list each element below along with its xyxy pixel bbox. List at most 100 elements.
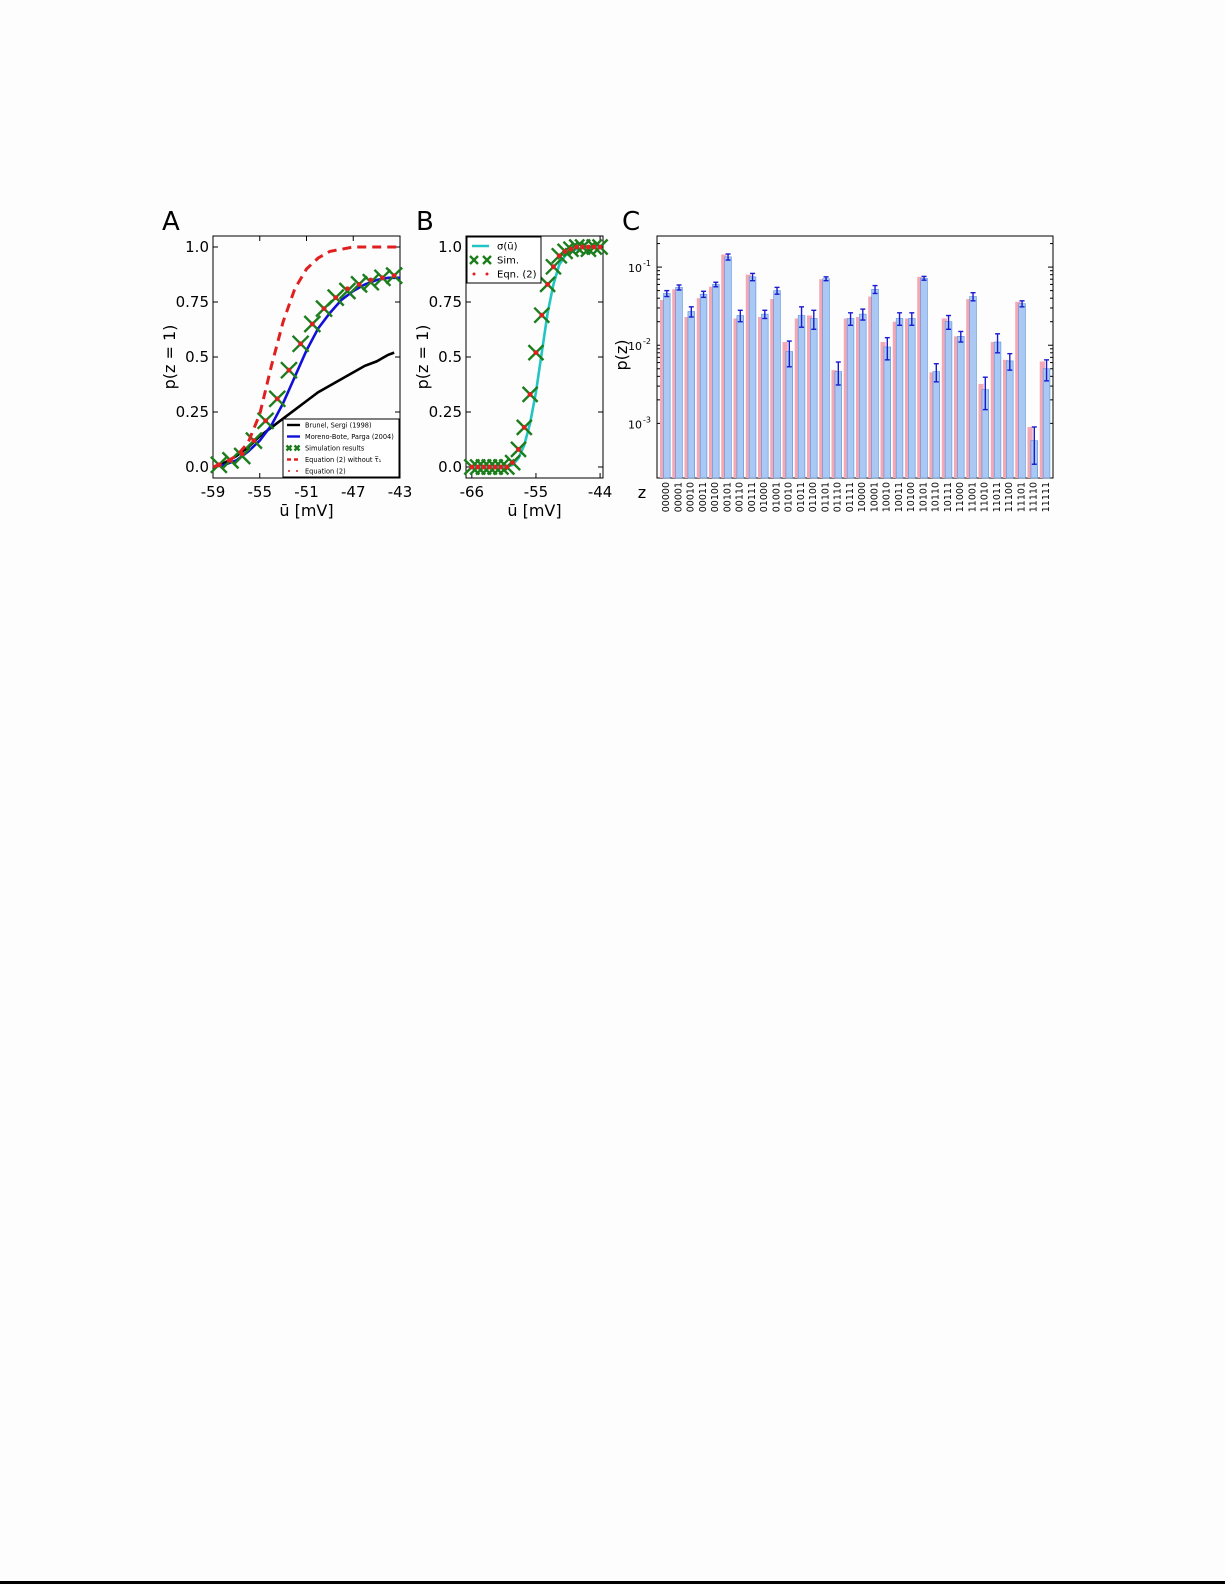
- y-tick-label: 10: [628, 340, 642, 353]
- x-tick-label: -55: [248, 483, 273, 501]
- data-point-eqn: [498, 464, 504, 470]
- data-point-eqn: [356, 282, 362, 287]
- bar-pink: [819, 279, 825, 478]
- bar-pink: [672, 289, 678, 478]
- y-tick-label: 0.25: [429, 403, 462, 421]
- bar-pink: [929, 372, 935, 478]
- data-point-eqn: [580, 244, 585, 250]
- data-point-eqn: [591, 244, 597, 250]
- bar-pink: [990, 342, 996, 478]
- y-tick-exponent: -1: [643, 259, 651, 268]
- bar-pink: [856, 316, 862, 478]
- x-tick-label: 00011: [698, 482, 709, 512]
- x-tick-label: 11001: [967, 482, 978, 512]
- bar-pink: [831, 370, 837, 478]
- x-tick-label: 10001: [869, 482, 880, 512]
- x-tick-label: 10110: [931, 482, 942, 512]
- series-line: [212, 245, 400, 469]
- legend-label: Equation (2) without τ̅₁: [305, 456, 382, 464]
- x-tick-label: 01000: [759, 482, 770, 512]
- x-tick-label: 01101: [820, 482, 831, 512]
- bar-pink: [868, 296, 874, 478]
- data-point-eqn: [562, 249, 568, 254]
- legend-swatch: [469, 255, 479, 265]
- data-point-eqn: [521, 425, 527, 430]
- legend-label: σ(ū): [497, 242, 518, 253]
- legend-label: Eqn. (2): [497, 270, 537, 281]
- x-tick-label: 00101: [722, 482, 733, 512]
- x-tick-label: 10100: [906, 482, 917, 512]
- x-tick-label: 10000: [857, 482, 868, 512]
- y-tick-label: 0.75: [176, 293, 209, 311]
- legend-swatch: [482, 255, 492, 265]
- bar-pink: [660, 299, 666, 478]
- bar-pink: [807, 315, 813, 478]
- x-tick-label: 11100: [1004, 482, 1015, 512]
- legend-swatch: [296, 470, 298, 472]
- bar-blue: [859, 313, 867, 479]
- data-point-eqn: [345, 286, 350, 292]
- data-point-eqn: [568, 246, 574, 252]
- data-point-eqn: [321, 306, 327, 311]
- data-point-eqn: [263, 418, 268, 424]
- y-tick-label: 0.5: [185, 348, 209, 366]
- data-point-eqn: [333, 295, 339, 300]
- legend-box: [282, 418, 400, 478]
- data-point-eqn: [574, 244, 580, 250]
- panel-label-a: A: [162, 207, 180, 237]
- data-point-eqn: [469, 464, 475, 470]
- bar-pink: [696, 298, 702, 478]
- legend-label: Brunel, Sergi (1998): [305, 422, 372, 430]
- bar-pink: [770, 299, 776, 478]
- legend-swatch: [472, 272, 476, 276]
- bar-blue: [822, 278, 830, 479]
- x-tick-label: -43: [388, 483, 413, 501]
- bar-pink: [978, 383, 984, 478]
- data-point-eqn: [556, 253, 562, 259]
- x-axis-label: ū [mV]: [279, 501, 333, 520]
- x-tick-label: 00010: [686, 482, 697, 512]
- panel-label-b: B: [416, 207, 434, 237]
- page-footer-rule: [0, 1581, 1225, 1584]
- x-tick-label: 11010: [980, 482, 991, 512]
- bar-blue: [944, 321, 953, 479]
- y-tick-label: 0.0: [438, 458, 462, 476]
- bar-pink: [917, 276, 923, 478]
- data-point-eqn: [597, 244, 603, 250]
- panel-label-c: C: [622, 207, 640, 237]
- data-point-eqn: [380, 275, 385, 281]
- x-tick-label: 11111: [1041, 482, 1052, 512]
- x-tick-label: -55: [524, 483, 549, 501]
- bar-blue: [675, 287, 683, 479]
- bar-pink: [954, 336, 960, 478]
- series-line: [212, 351, 395, 469]
- data-point-eqn: [481, 464, 486, 470]
- data-point-eqn: [216, 462, 222, 468]
- x-tick-label: 01110: [833, 482, 844, 512]
- bar-blue: [748, 276, 757, 479]
- data-point-eqn: [475, 464, 481, 470]
- bar-pink: [1027, 426, 1033, 478]
- y-tick-exponent: -3: [643, 415, 651, 424]
- x-tick-label: 10101: [918, 482, 929, 512]
- x-tick-label: 11011: [992, 482, 1003, 512]
- legend-swatch: [288, 470, 290, 472]
- bar-pink: [721, 254, 727, 478]
- bar-blue: [736, 315, 744, 479]
- bar-blue: [871, 288, 879, 479]
- chart-b: -66 -55 -44 0.0 0.25 0.5 0.75 1.0 ū [mV] p(z = 1)…: [413, 235, 612, 520]
- bar-pink: [758, 316, 764, 478]
- x-tick-label: 10010: [882, 482, 893, 512]
- x-tick-label: 01011: [796, 482, 807, 512]
- x-tick-label: 01010: [784, 482, 795, 512]
- data-point-eqn: [545, 282, 551, 287]
- x-tick-label: 11101: [1016, 482, 1027, 512]
- legend-swatch: [285, 444, 293, 452]
- bar-pink: [733, 318, 739, 478]
- y-tick-label: 0.0: [185, 458, 209, 476]
- data-point-eqn: [486, 464, 492, 470]
- bar-blue: [663, 293, 671, 479]
- x-tick-label: 01100: [808, 482, 819, 512]
- bar-pink: [1015, 301, 1021, 478]
- bar-blue: [895, 318, 904, 479]
